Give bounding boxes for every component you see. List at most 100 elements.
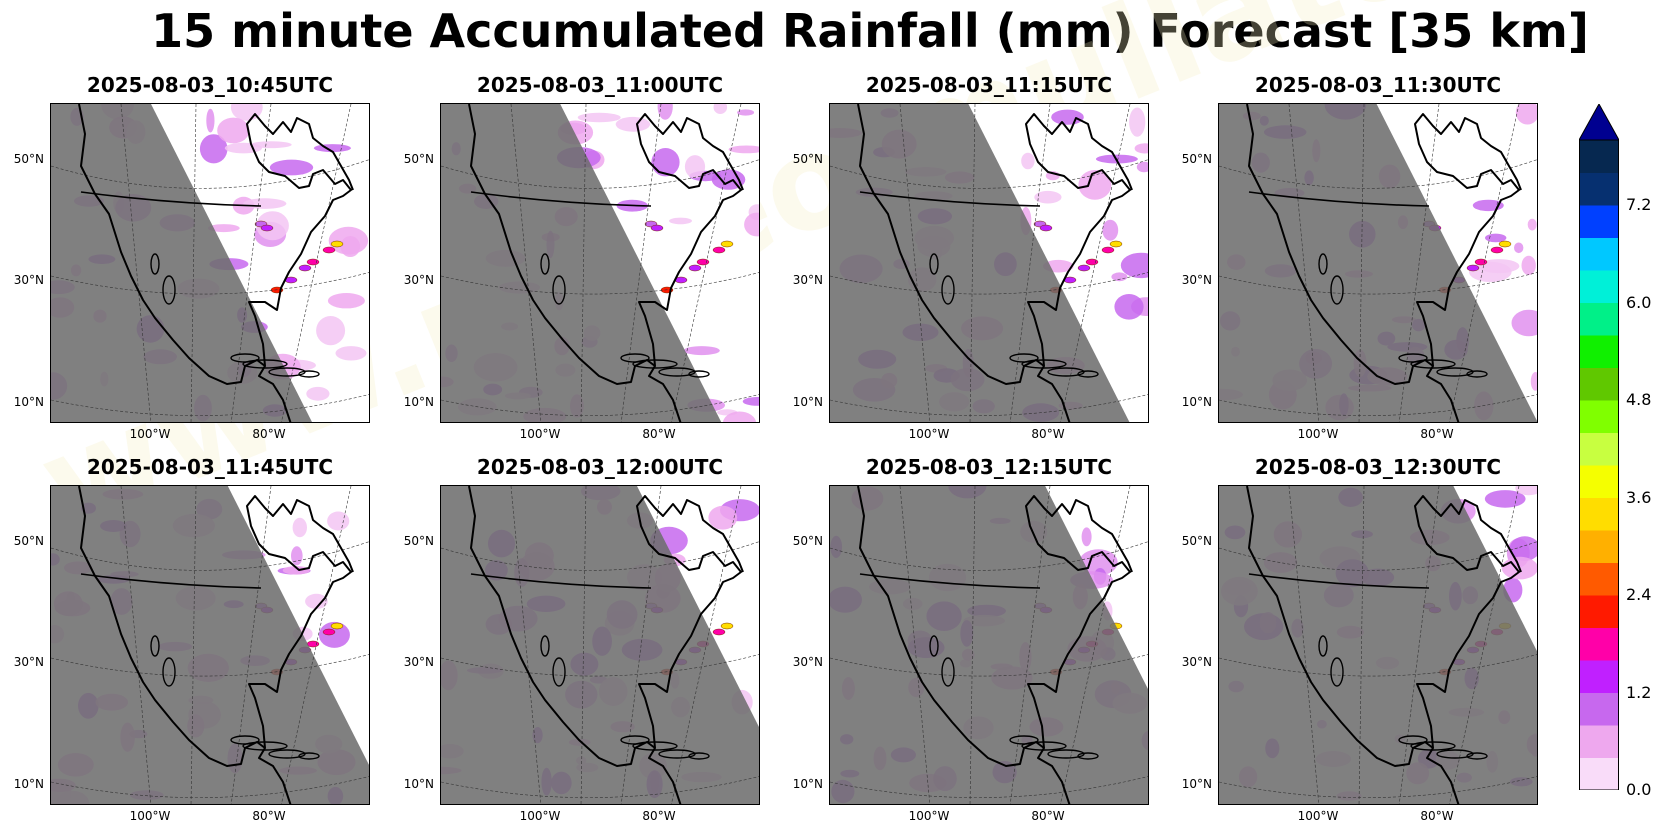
rain-area <box>1111 272 1127 281</box>
rain-area <box>1021 153 1034 170</box>
latitude-label: 30°N <box>0 655 44 669</box>
rain-area <box>616 117 650 132</box>
latitude-label: 50°N <box>0 152 44 166</box>
panel-time-title: 2025-08-03_12:00UTC <box>440 455 760 479</box>
heavy-rain-cell <box>1102 247 1114 253</box>
rain-area <box>336 346 367 360</box>
heavy-rain-cell <box>307 259 319 265</box>
latitude-label: 10°N <box>0 777 44 791</box>
rain-area <box>327 512 349 531</box>
rain-area <box>316 316 345 345</box>
colorbar-segment <box>1579 758 1619 791</box>
map-panel <box>440 103 760 423</box>
rain-area <box>225 143 262 154</box>
rain-area <box>578 113 621 123</box>
rain-area <box>1522 256 1536 275</box>
heavy-rain-cell <box>1110 241 1122 247</box>
colorbar-segment <box>1579 205 1619 238</box>
heavy-rain-cell <box>331 623 343 629</box>
longitude-label: 100°W <box>1288 427 1348 441</box>
map-panel <box>829 103 1149 423</box>
longitude-label: 80°W <box>239 427 299 441</box>
colorbar-segment <box>1579 660 1619 693</box>
latitude-label: 30°N <box>1168 273 1212 287</box>
colorbar-segment <box>1579 465 1619 498</box>
latitude-label: 30°N <box>0 273 44 287</box>
latitude-label: 50°N <box>390 152 434 166</box>
colorbar-tick-label: 6.0 <box>1626 293 1651 312</box>
colorbar-tick-label: 2.4 <box>1626 585 1651 604</box>
heavy-rain-cell <box>689 265 701 271</box>
heavy-rain-cell <box>1475 259 1487 265</box>
rain-area <box>712 169 746 189</box>
night-shading <box>830 104 1130 423</box>
longitude-label: 100°W <box>120 809 180 823</box>
colorbar-tick-label: 3.6 <box>1626 488 1651 507</box>
colorbar-segment <box>1579 368 1619 401</box>
map-svg <box>1219 486 1538 805</box>
map-panel <box>829 485 1149 805</box>
colorbar-svg <box>1579 104 1619 790</box>
map-panel <box>440 485 760 805</box>
map-svg <box>441 104 760 423</box>
latitude-label: 10°N <box>1168 395 1212 409</box>
rain-area <box>306 387 329 401</box>
colorbar-segment <box>1579 595 1619 628</box>
map-svg <box>51 486 370 805</box>
panel-time-title: 2025-08-03_11:15UTC <box>829 73 1149 97</box>
rain-area <box>1102 220 1118 241</box>
longitude-label: 100°W <box>899 427 959 441</box>
colorbar-tick-label: 4.8 <box>1626 390 1651 409</box>
colorbar-segment <box>1579 693 1619 726</box>
rain-area <box>293 518 307 538</box>
latitude-label: 10°N <box>390 777 434 791</box>
longitude-label: 100°W <box>510 809 570 823</box>
colorbar-tick-label: 0.0 <box>1626 780 1651 799</box>
colorbar-segment <box>1579 238 1619 271</box>
rain-area <box>1514 243 1523 254</box>
heavy-rain-cell <box>713 247 725 253</box>
heavy-rain-cell <box>1499 241 1511 247</box>
rain-area <box>1137 162 1149 173</box>
heavy-rain-cell <box>1491 247 1503 253</box>
latitude-label: 10°N <box>0 395 44 409</box>
longitude-label: 80°W <box>629 427 689 441</box>
rain-area <box>217 118 249 144</box>
rain-area <box>744 213 760 237</box>
heavy-rain-cell <box>721 241 733 247</box>
heavy-rain-cell <box>1078 265 1090 271</box>
colorbar-segment <box>1579 433 1619 466</box>
heavy-rain-cell <box>299 265 311 271</box>
rain-area <box>1528 219 1537 231</box>
longitude-label: 80°W <box>1018 809 1078 823</box>
latitude-label: 30°N <box>1168 655 1212 669</box>
latitude-label: 30°N <box>779 273 823 287</box>
colorbar-segment <box>1579 498 1619 531</box>
heavy-rain-cell <box>721 623 733 629</box>
colorbar-extend-arrow <box>1579 104 1619 140</box>
rain-area <box>1082 527 1092 546</box>
rain-area <box>729 146 760 154</box>
latitude-label: 50°N <box>1168 152 1212 166</box>
rain-area <box>708 506 737 530</box>
rain-area <box>669 218 692 225</box>
latitude-label: 30°N <box>390 273 434 287</box>
longitude-label: 100°W <box>120 427 180 441</box>
rain-area <box>1531 372 1538 391</box>
longitude-label: 100°W <box>899 809 959 823</box>
latitude-label: 50°N <box>390 534 434 548</box>
rain-area <box>328 293 365 308</box>
panel-time-title: 2025-08-03_11:45UTC <box>50 455 370 479</box>
heavy-rain-cell <box>1467 265 1479 271</box>
longitude-label: 80°W <box>1407 809 1467 823</box>
rain-area <box>243 198 286 209</box>
rain-area <box>206 109 214 133</box>
heavy-rain-cell <box>323 247 335 253</box>
colorbar-segment <box>1579 725 1619 758</box>
panel-time-title: 2025-08-03_12:30UTC <box>1218 455 1538 479</box>
latitude-label: 30°N <box>390 655 434 669</box>
latitude-label: 10°N <box>1168 777 1212 791</box>
latitude-label: 50°N <box>779 152 823 166</box>
longitude-label: 80°W <box>1407 427 1467 441</box>
longitude-label: 80°W <box>239 809 299 823</box>
